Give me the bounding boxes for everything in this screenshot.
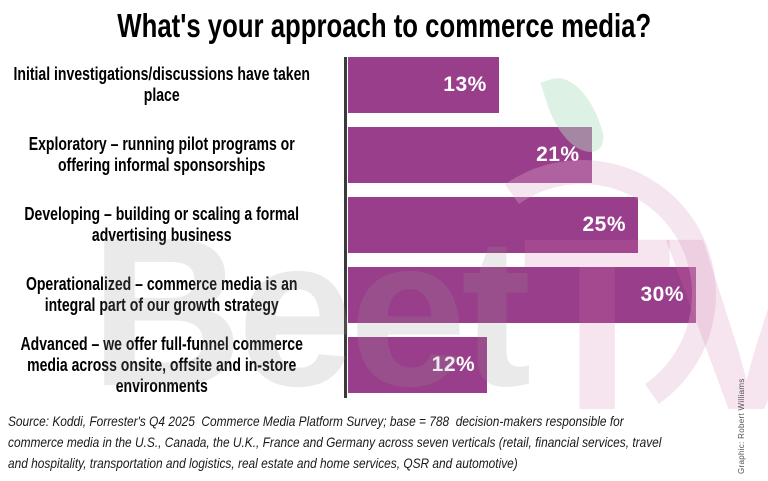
source-note: Source: Koddi, Forrester's Q4 2025 Comme… bbox=[8, 413, 662, 471]
bar-value-label: 25% bbox=[582, 213, 626, 236]
category-label: Developing – building or scaling a forma… bbox=[24, 204, 300, 245]
graphic-credit: Graphic: Robert Williams bbox=[737, 378, 746, 474]
bar-value-label: 21% bbox=[536, 143, 580, 166]
bar: 30% bbox=[348, 267, 696, 323]
bar-value-label: 12% bbox=[431, 353, 476, 376]
category-label-cell: Operationalized – commerce media is an i… bbox=[0, 267, 344, 323]
bar-chart: Initial investigations/discussions have … bbox=[0, 57, 768, 398]
bar: 21% bbox=[348, 127, 592, 183]
bar: 25% bbox=[348, 197, 638, 253]
bar-value-label: 13% bbox=[443, 73, 487, 96]
bar-row: Advanced – we offer full-funnel commerce… bbox=[0, 334, 768, 396]
bar-value-label: 30% bbox=[640, 283, 684, 306]
source-note-block: Source: Koddi, Forrester's Q4 2025 Comme… bbox=[8, 411, 768, 474]
category-label: Initial investigations/discussions have … bbox=[13, 64, 310, 105]
category-label: Operationalized – commerce media is an i… bbox=[25, 274, 298, 315]
category-label-cell: Exploratory – running pilot programs or … bbox=[0, 127, 344, 183]
bar-row: Operationalized – commerce media is an i… bbox=[0, 267, 768, 323]
bar-rows: Initial investigations/discussions have … bbox=[0, 57, 768, 396]
bar-row: Developing – building or scaling a forma… bbox=[0, 197, 768, 253]
chart-title: What's your approach to commerce media? bbox=[117, 7, 651, 44]
bar-row: Initial investigations/discussions have … bbox=[0, 57, 768, 113]
bar: 12% bbox=[348, 337, 488, 393]
chart-title-bar: What's your approach to commerce media? bbox=[0, 7, 768, 45]
category-label-cell: Initial investigations/discussions have … bbox=[0, 57, 344, 113]
y-axis-line bbox=[344, 57, 347, 398]
category-label-cell: Advanced – we offer full-funnel commerce… bbox=[0, 334, 344, 396]
category-label-cell: Developing – building or scaling a forma… bbox=[0, 197, 344, 253]
category-label: Exploratory – running pilot programs or … bbox=[28, 134, 295, 175]
category-label: Advanced – we offer full-funnel commerce… bbox=[20, 333, 303, 396]
bar-row: Exploratory – running pilot programs or … bbox=[0, 127, 768, 183]
bar: 13% bbox=[348, 57, 499, 113]
